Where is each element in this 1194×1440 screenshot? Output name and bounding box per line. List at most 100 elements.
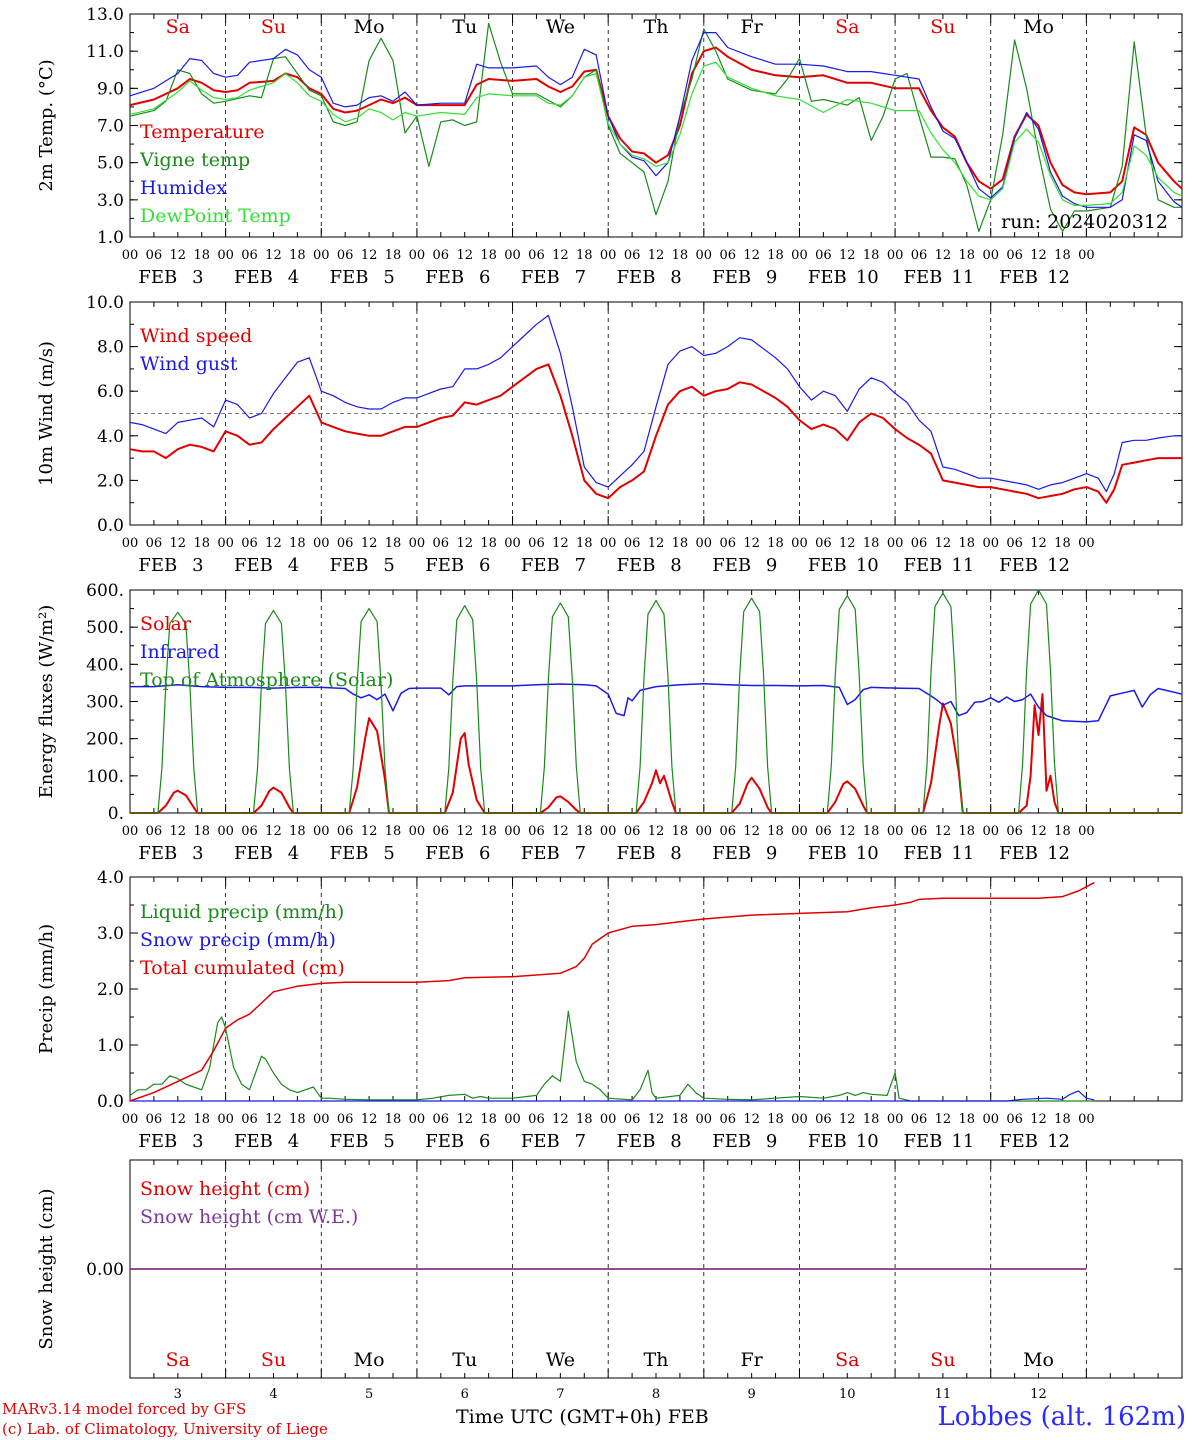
hour-tick-label: 18 — [1054, 824, 1071, 839]
y-tick-label: 5.0 — [97, 154, 124, 174]
date-month-label: FEB — [330, 1131, 369, 1152]
y-tick-label: 200. — [86, 730, 124, 750]
series-line-temperature — [129, 46, 1183, 196]
y-tick-label: 1.0 — [97, 1036, 124, 1056]
hour-tick-label: 00 — [409, 248, 426, 263]
hour-tick-label: 06 — [241, 536, 258, 551]
hour-tick-label: 12 — [743, 248, 760, 263]
hour-tick-label: 06 — [337, 536, 354, 551]
series-line-humidex — [129, 32, 1183, 208]
hour-tick-label: 00 — [409, 536, 426, 551]
date-month-label: FEB — [712, 1131, 751, 1152]
lab-credit: (c) Lab. of Climatology, University of L… — [2, 1420, 328, 1438]
hour-tick-label: 00 — [1078, 824, 1095, 839]
hour-tick-label: 12 — [456, 536, 473, 551]
hour-tick-label: 06 — [624, 536, 641, 551]
y-tick-label: 11.0 — [86, 42, 124, 62]
weekday-label-bottom: Mo — [354, 1349, 385, 1371]
date-day-label: 12 — [1047, 267, 1070, 288]
date-day-label: 3 — [192, 555, 203, 576]
hour-tick-label: 00 — [122, 824, 139, 839]
y-tick-label: 600. — [86, 581, 124, 601]
hour-tick-label: 12 — [552, 1112, 569, 1127]
date-month-label: FEB — [617, 555, 656, 576]
hour-tick-label: 12 — [552, 824, 569, 839]
hour-tick-label: 12 — [552, 536, 569, 551]
hour-tick-label: 00 — [696, 1112, 713, 1127]
hour-tick-label: 18 — [959, 824, 976, 839]
date-month-label: FEB — [903, 555, 942, 576]
hour-tick-label: 00 — [1078, 1112, 1095, 1127]
weekday-label-bottom: Sa — [166, 1349, 190, 1371]
weekday-label-top: Sa — [166, 16, 190, 38]
hour-tick-label: 00 — [217, 536, 234, 551]
hour-tick-label: 12 — [170, 1112, 187, 1127]
legend-entry: Vigne temp — [139, 149, 250, 171]
bottom-day-label: 11 — [935, 1387, 952, 1402]
date-day-label: 4 — [288, 1131, 299, 1152]
bottom-day-label: 6 — [461, 1387, 469, 1402]
date-month-label: FEB — [903, 1131, 942, 1152]
date-month-label: FEB — [425, 267, 464, 288]
hour-tick-label: 12 — [743, 1112, 760, 1127]
hour-tick-label: 12 — [265, 536, 282, 551]
series-line-total-cumulated-cm- — [129, 881, 1095, 1102]
bottom-day-label: 10 — [839, 1387, 856, 1402]
hour-tick-label: 00 — [409, 1112, 426, 1127]
plot-frame — [129, 13, 1183, 238]
hour-tick-label: 12 — [265, 824, 282, 839]
weekday-label-bottom: Sa — [835, 1349, 859, 1371]
hour-tick-label: 12 — [361, 536, 378, 551]
y-tick-label: 2.0 — [97, 980, 124, 1000]
weekday-label-top: Mo — [1023, 16, 1054, 38]
hour-tick-label: 18 — [863, 1112, 880, 1127]
y-tick-label: 500. — [86, 618, 124, 638]
legend-entry: Temperature — [140, 121, 264, 143]
series-line-wind-speed — [129, 363, 1182, 504]
hour-tick-label: 06 — [433, 248, 450, 263]
hour-tick-label: 06 — [815, 824, 832, 839]
hour-tick-label: 00 — [696, 536, 713, 551]
hour-tick-label: 18 — [959, 536, 976, 551]
hour-tick-label: 12 — [552, 248, 569, 263]
panel-temp: 1.0 3.0 5.0 7.0 9.0 11.0 13.0 2m Temp. (°C) Temp… — [36, 5, 1183, 288]
hour-tick-label: 06 — [911, 1112, 928, 1127]
hour-tick-label: 06 — [528, 536, 545, 551]
hour-tick-label: 18 — [1054, 536, 1071, 551]
legend-entry: Top of Atmosphere (Solar) — [140, 669, 393, 691]
date-month-label: FEB — [521, 843, 560, 864]
hour-tick-label: 06 — [433, 824, 450, 839]
y-tick-label: 100. — [86, 767, 124, 787]
hour-tick-label: 18 — [959, 248, 976, 263]
hour-tick-label: 06 — [624, 1112, 641, 1127]
hour-tick-label: 18 — [289, 1112, 306, 1127]
date-day-label: 9 — [766, 267, 777, 288]
date-month-label: FEB — [138, 555, 177, 576]
hour-tick-label: 18 — [385, 536, 402, 551]
hour-tick-label: 00 — [217, 248, 234, 263]
date-day-label: 12 — [1047, 1131, 1070, 1152]
hour-tick-label: 06 — [146, 824, 163, 839]
weekday-label-bottom: Th — [644, 1349, 669, 1371]
series-line-liquid-precip-mm-h- — [129, 1010, 1095, 1102]
date-day-label: 5 — [383, 843, 394, 864]
hour-tick-label: 12 — [839, 248, 856, 263]
date-month-label: FEB — [138, 843, 177, 864]
date-month-label: FEB — [999, 1131, 1038, 1152]
hour-tick-label: 06 — [815, 248, 832, 263]
date-month-label: FEB — [234, 1131, 273, 1152]
date-month-label: FEB — [808, 843, 847, 864]
y-tick-label: 13.0 — [86, 5, 124, 25]
bottom-day-label: 3 — [174, 1387, 182, 1402]
date-month-label: FEB — [234, 555, 273, 576]
date-day-label: 12 — [1047, 843, 1070, 864]
hour-tick-label: 06 — [433, 1112, 450, 1127]
date-month-label: FEB — [712, 555, 751, 576]
hour-tick-label: 18 — [672, 536, 689, 551]
y-tick-label: 9.0 — [97, 79, 124, 99]
run-label: run: 2024020312 — [1001, 211, 1168, 233]
hour-tick-label: 06 — [719, 1112, 736, 1127]
model-credit: MARv3.14 model forced by GFS — [2, 1400, 247, 1418]
legend-entry: Liquid precip (mm/h) — [140, 901, 344, 923]
